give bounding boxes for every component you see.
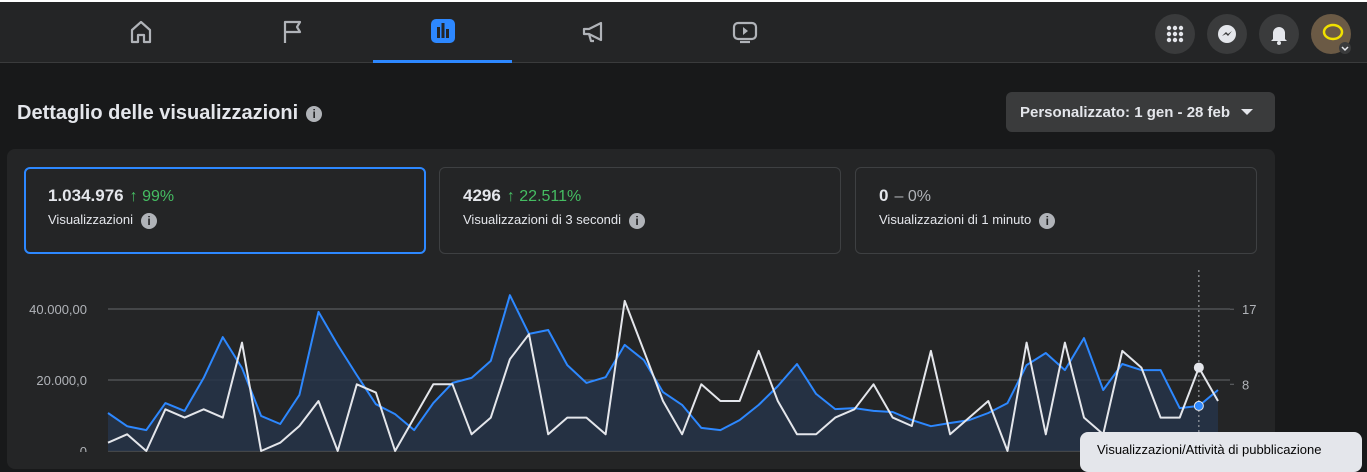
metric-label: Visualizzazioni di 3 secondi (463, 212, 622, 227)
date-range-button[interactable]: Personalizzato: 1 gen - 28 feb (1006, 92, 1275, 132)
ads-tab[interactable] (524, 2, 663, 62)
messenger-icon (1218, 25, 1236, 43)
home-icon (130, 20, 151, 44)
tooltip: Visualizzazioni/Attività di pubblicazion… (1080, 432, 1362, 472)
bell-icon (1271, 27, 1287, 45)
y-tick-label: 40.000,00 (29, 302, 87, 317)
top-bar (0, 0, 1367, 63)
flag-icon (283, 20, 301, 43)
page-title: Dettaglio delle visualizzazioni i (17, 102, 323, 125)
metric-card[interactable]: 1.034.976 ↑ 99% Visualizzazioni i (24, 167, 426, 254)
video-icon (732, 21, 757, 44)
y2-tick-label: 17 (1242, 302, 1256, 317)
info-icon[interactable]: i (629, 212, 646, 229)
metric-value: 0 (879, 186, 889, 205)
metric-change: ↑ 22.511% (506, 188, 582, 205)
notifications-button[interactable] (1259, 14, 1299, 54)
y-tick-label: 0 (80, 444, 87, 452)
insights-tab[interactable] (373, 2, 512, 63)
line (107, 294, 1219, 432)
insights-icon (430, 19, 455, 43)
menu-button[interactable] (1155, 14, 1195, 54)
metric-card[interactable]: 4296 ↑ 22.511% Visualizzazioni di 3 second… (439, 167, 841, 254)
metric-label: Visualizzazioni di 1 minuto (879, 212, 1032, 227)
area (108, 295, 1218, 451)
grid-icon (1166, 25, 1184, 43)
page-title-text: Dettaglio delle visualizzazioni (17, 102, 299, 124)
metric-change: – 0% (894, 188, 931, 205)
info-icon[interactable]: i (306, 105, 323, 122)
metric-value: 4296 (463, 186, 501, 205)
chart: 0 20.000,0 40.000,00 8 17 (29, 270, 1256, 452)
info-icon[interactable]: i (141, 212, 158, 229)
date-range-text: Personalizzato: 1 gen - 28 feb (1020, 103, 1231, 121)
pages-tab[interactable] (222, 2, 361, 62)
metric-value: 1.034.976 (48, 186, 124, 205)
caret-icon (1241, 109, 1254, 115)
profile-button[interactable] (1311, 14, 1351, 54)
metric-label: Visualizzazioni (48, 212, 134, 227)
avatar (1322, 23, 1351, 54)
metric-card[interactable]: 0 – 0% Visualizzazioni di 1 minuto i (855, 167, 1257, 254)
y2-tick-label: 8 (1242, 377, 1249, 392)
hover-point (1193, 362, 1204, 373)
line (107, 299, 1219, 452)
video-tab[interactable] (675, 2, 814, 62)
tooltip-text: Visualizzazioni/Attività di pubblicazion… (1097, 442, 1322, 457)
home-tab[interactable] (71, 2, 210, 62)
hover-point (1193, 400, 1204, 411)
messenger-button[interactable] (1207, 14, 1247, 54)
megaphone-icon (582, 21, 602, 43)
y-tick-label: 20.000,0 (36, 373, 87, 388)
info-icon[interactable]: i (1039, 212, 1056, 229)
metric-change: ↑ 99% (129, 188, 175, 205)
